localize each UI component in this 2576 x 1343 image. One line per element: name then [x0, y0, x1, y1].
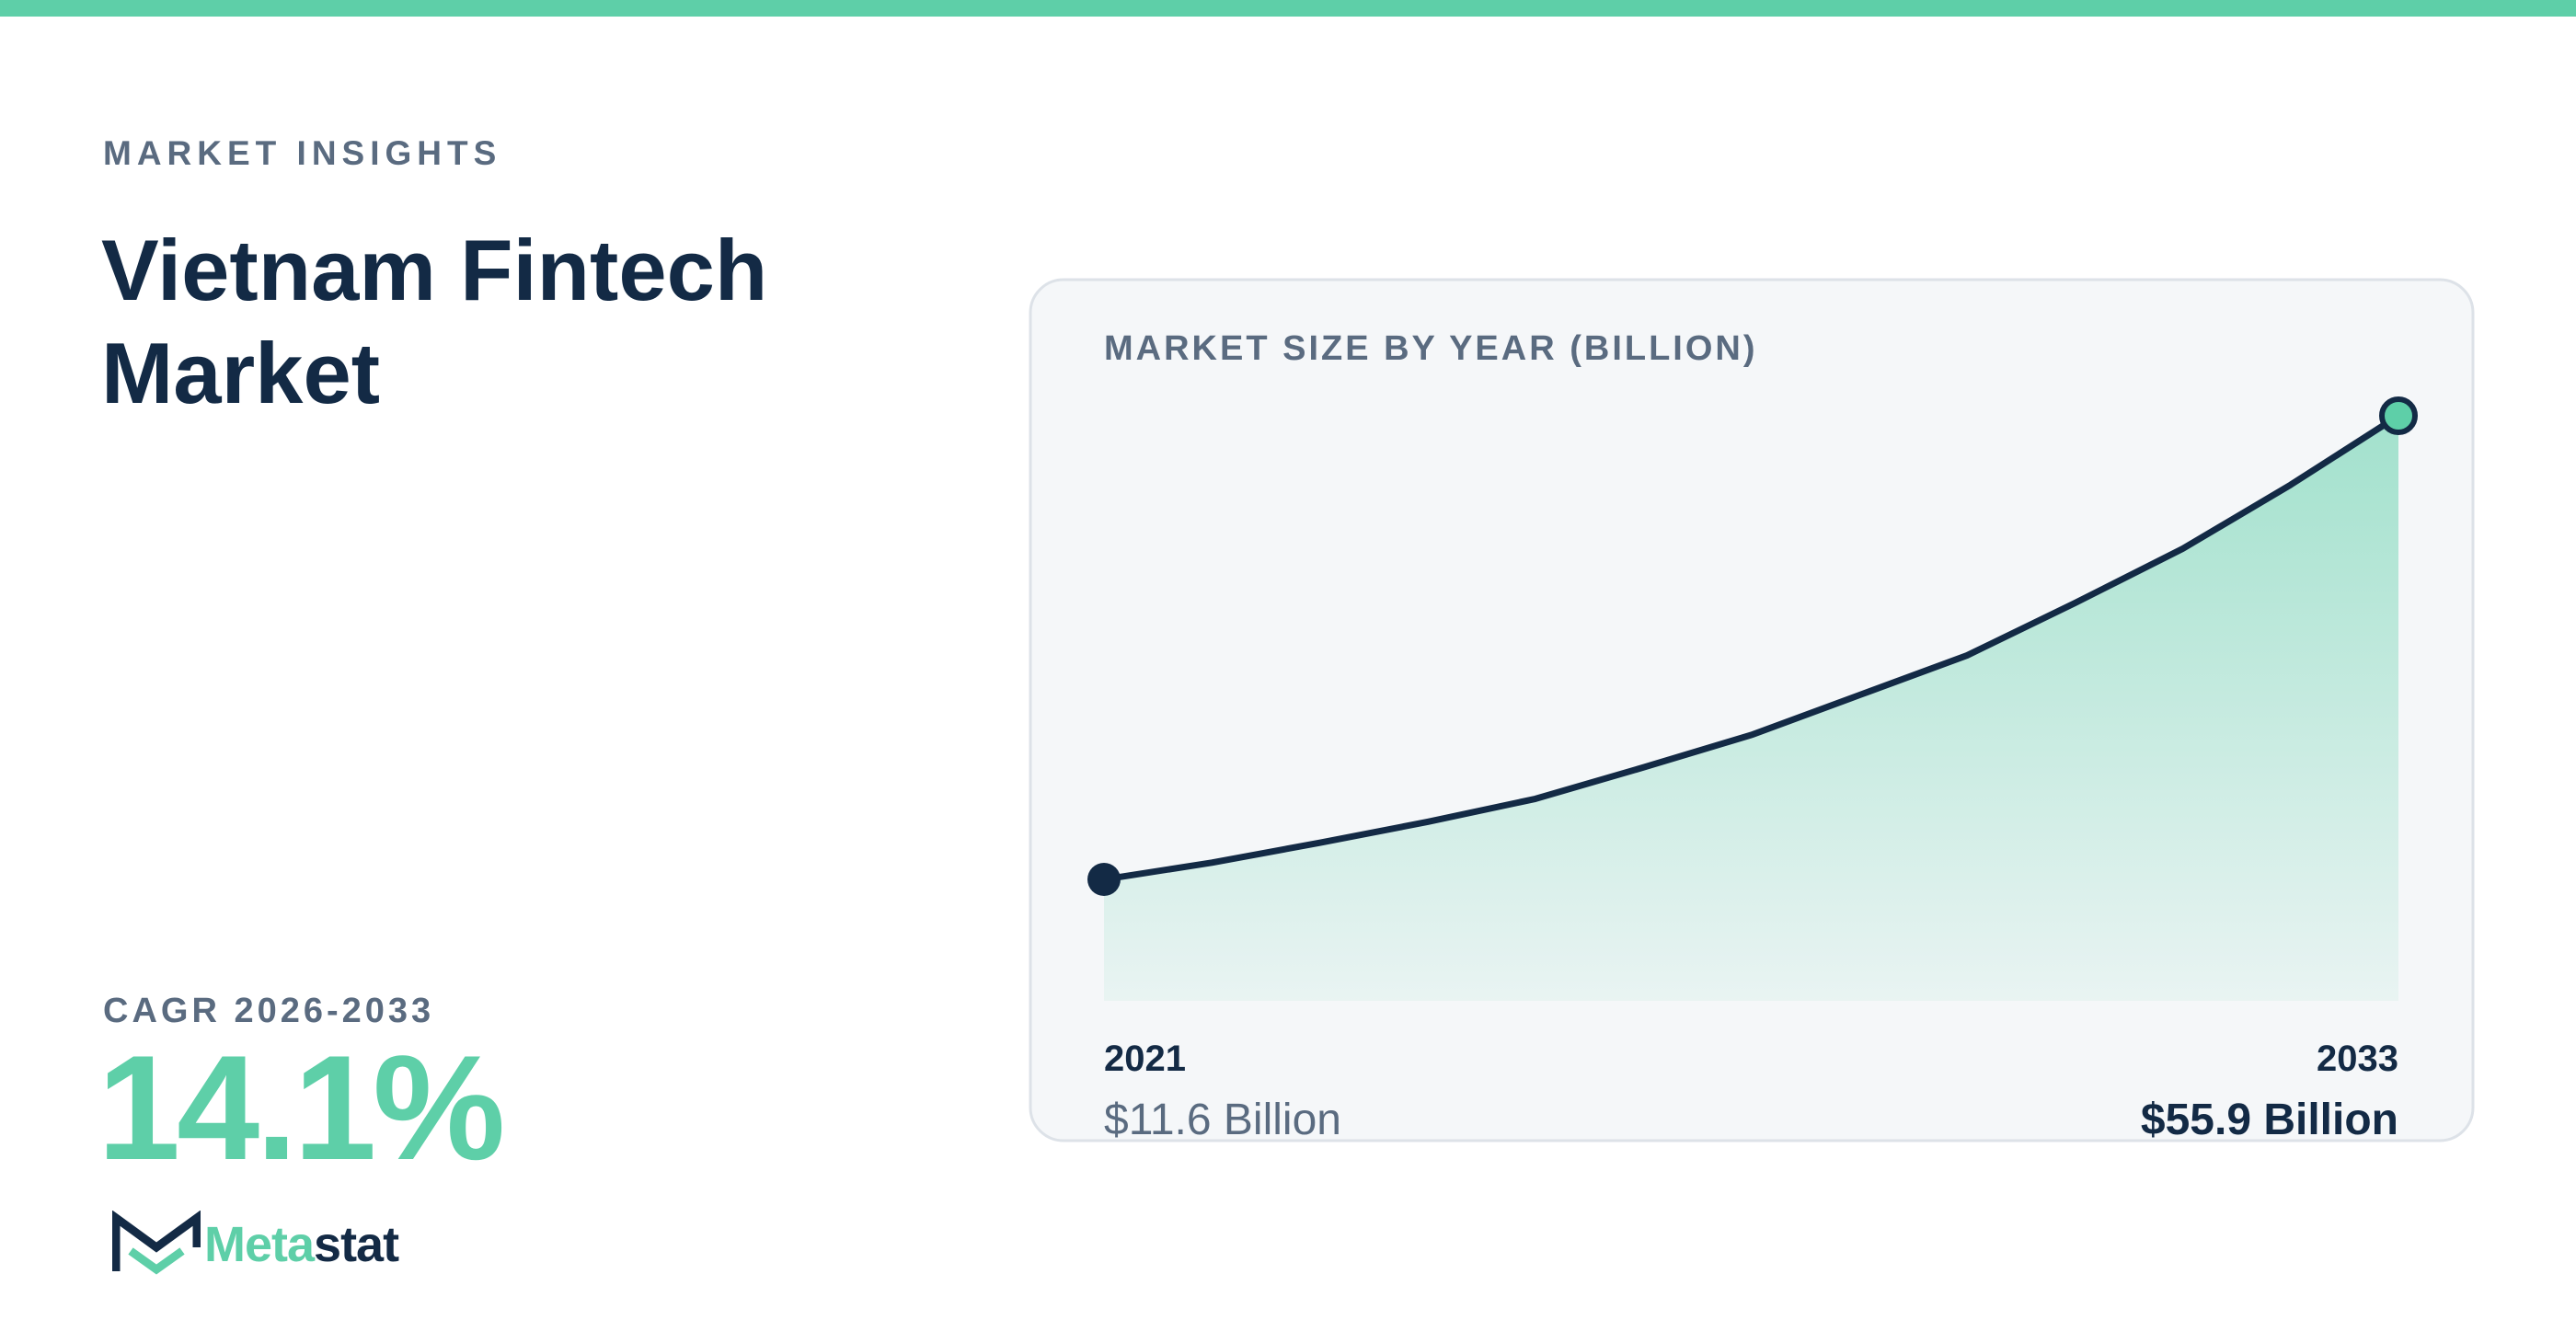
value-label: $11.6 Billion	[1104, 1096, 1341, 1144]
chart-title: MARKET SIZE BY YEAR (BILLION)	[1104, 329, 1758, 368]
line	[1103, 413, 2400, 883]
start-marker	[1087, 863, 1121, 897]
x-tick-label: 2033	[2317, 1039, 2398, 1079]
area	[1104, 416, 2398, 1001]
logo-text: Metastat	[204, 1216, 399, 1273]
eyebrow: MARKET INSIGHTS	[103, 134, 502, 172]
page-title: Vietnam Fintech Market	[101, 222, 768, 421]
x-tick-label: 2021	[1104, 1039, 1186, 1079]
logo-icon	[112, 1211, 201, 1275]
logo-part: stat	[314, 1217, 399, 1272]
cagr-value: 14.1%	[98, 1025, 505, 1191]
value-label: $55.9 Billion	[2141, 1096, 2398, 1144]
end-marker	[2379, 396, 2418, 435]
top-accent-bar	[0, 0, 2576, 17]
logo-part: Meta	[204, 1217, 315, 1272]
cagr-label: CAGR 2026-2033	[103, 992, 435, 1030]
